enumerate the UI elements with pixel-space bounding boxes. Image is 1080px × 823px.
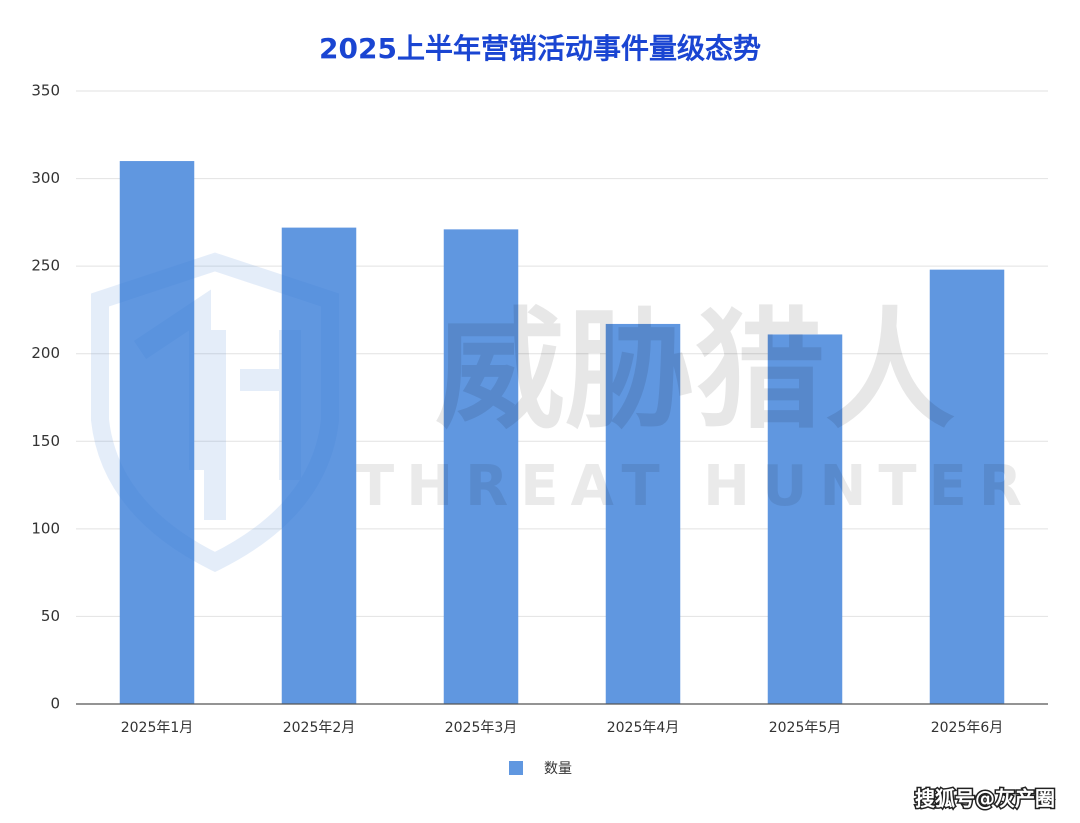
- legend-swatch: [509, 761, 523, 775]
- y-tick-label: 200: [31, 344, 60, 362]
- x-tick-label: 2025年4月: [607, 720, 680, 736]
- legend-label: 数量: [544, 761, 572, 777]
- bar: [605, 323, 681, 704]
- x-tick-label: 2025年6月: [931, 720, 1004, 736]
- bar: [767, 334, 843, 704]
- chart-title: 2025上半年营销活动事件量级态势: [319, 32, 761, 65]
- bar: [443, 229, 519, 704]
- credit: 搜狐号@灰产圈: [915, 787, 1055, 811]
- watermark-text: THREAT HUNTER: [356, 454, 1034, 519]
- x-tick-label: 2025年3月: [445, 720, 518, 736]
- y-tick-label: 50: [41, 607, 60, 625]
- x-tick-label: 2025年1月: [121, 720, 194, 736]
- bar: [281, 227, 357, 704]
- y-tick-label: 100: [31, 519, 60, 537]
- bar: [929, 269, 1005, 704]
- x-tick-label: 2025年5月: [769, 720, 842, 736]
- watermark-text: 威胁猎人: [435, 295, 955, 447]
- x-tick-label: 2025年2月: [283, 720, 356, 736]
- bar: [119, 161, 195, 705]
- y-tick-label: 250: [31, 257, 60, 275]
- y-tick-label: 300: [31, 169, 60, 187]
- y-tick-label: 0: [50, 695, 60, 713]
- watermark-logo: [133, 289, 301, 520]
- y-tick-label: 150: [31, 432, 60, 450]
- watermark-shield: [91, 252, 339, 573]
- y-tick-label: 350: [31, 82, 60, 100]
- watermark: [91, 252, 339, 573]
